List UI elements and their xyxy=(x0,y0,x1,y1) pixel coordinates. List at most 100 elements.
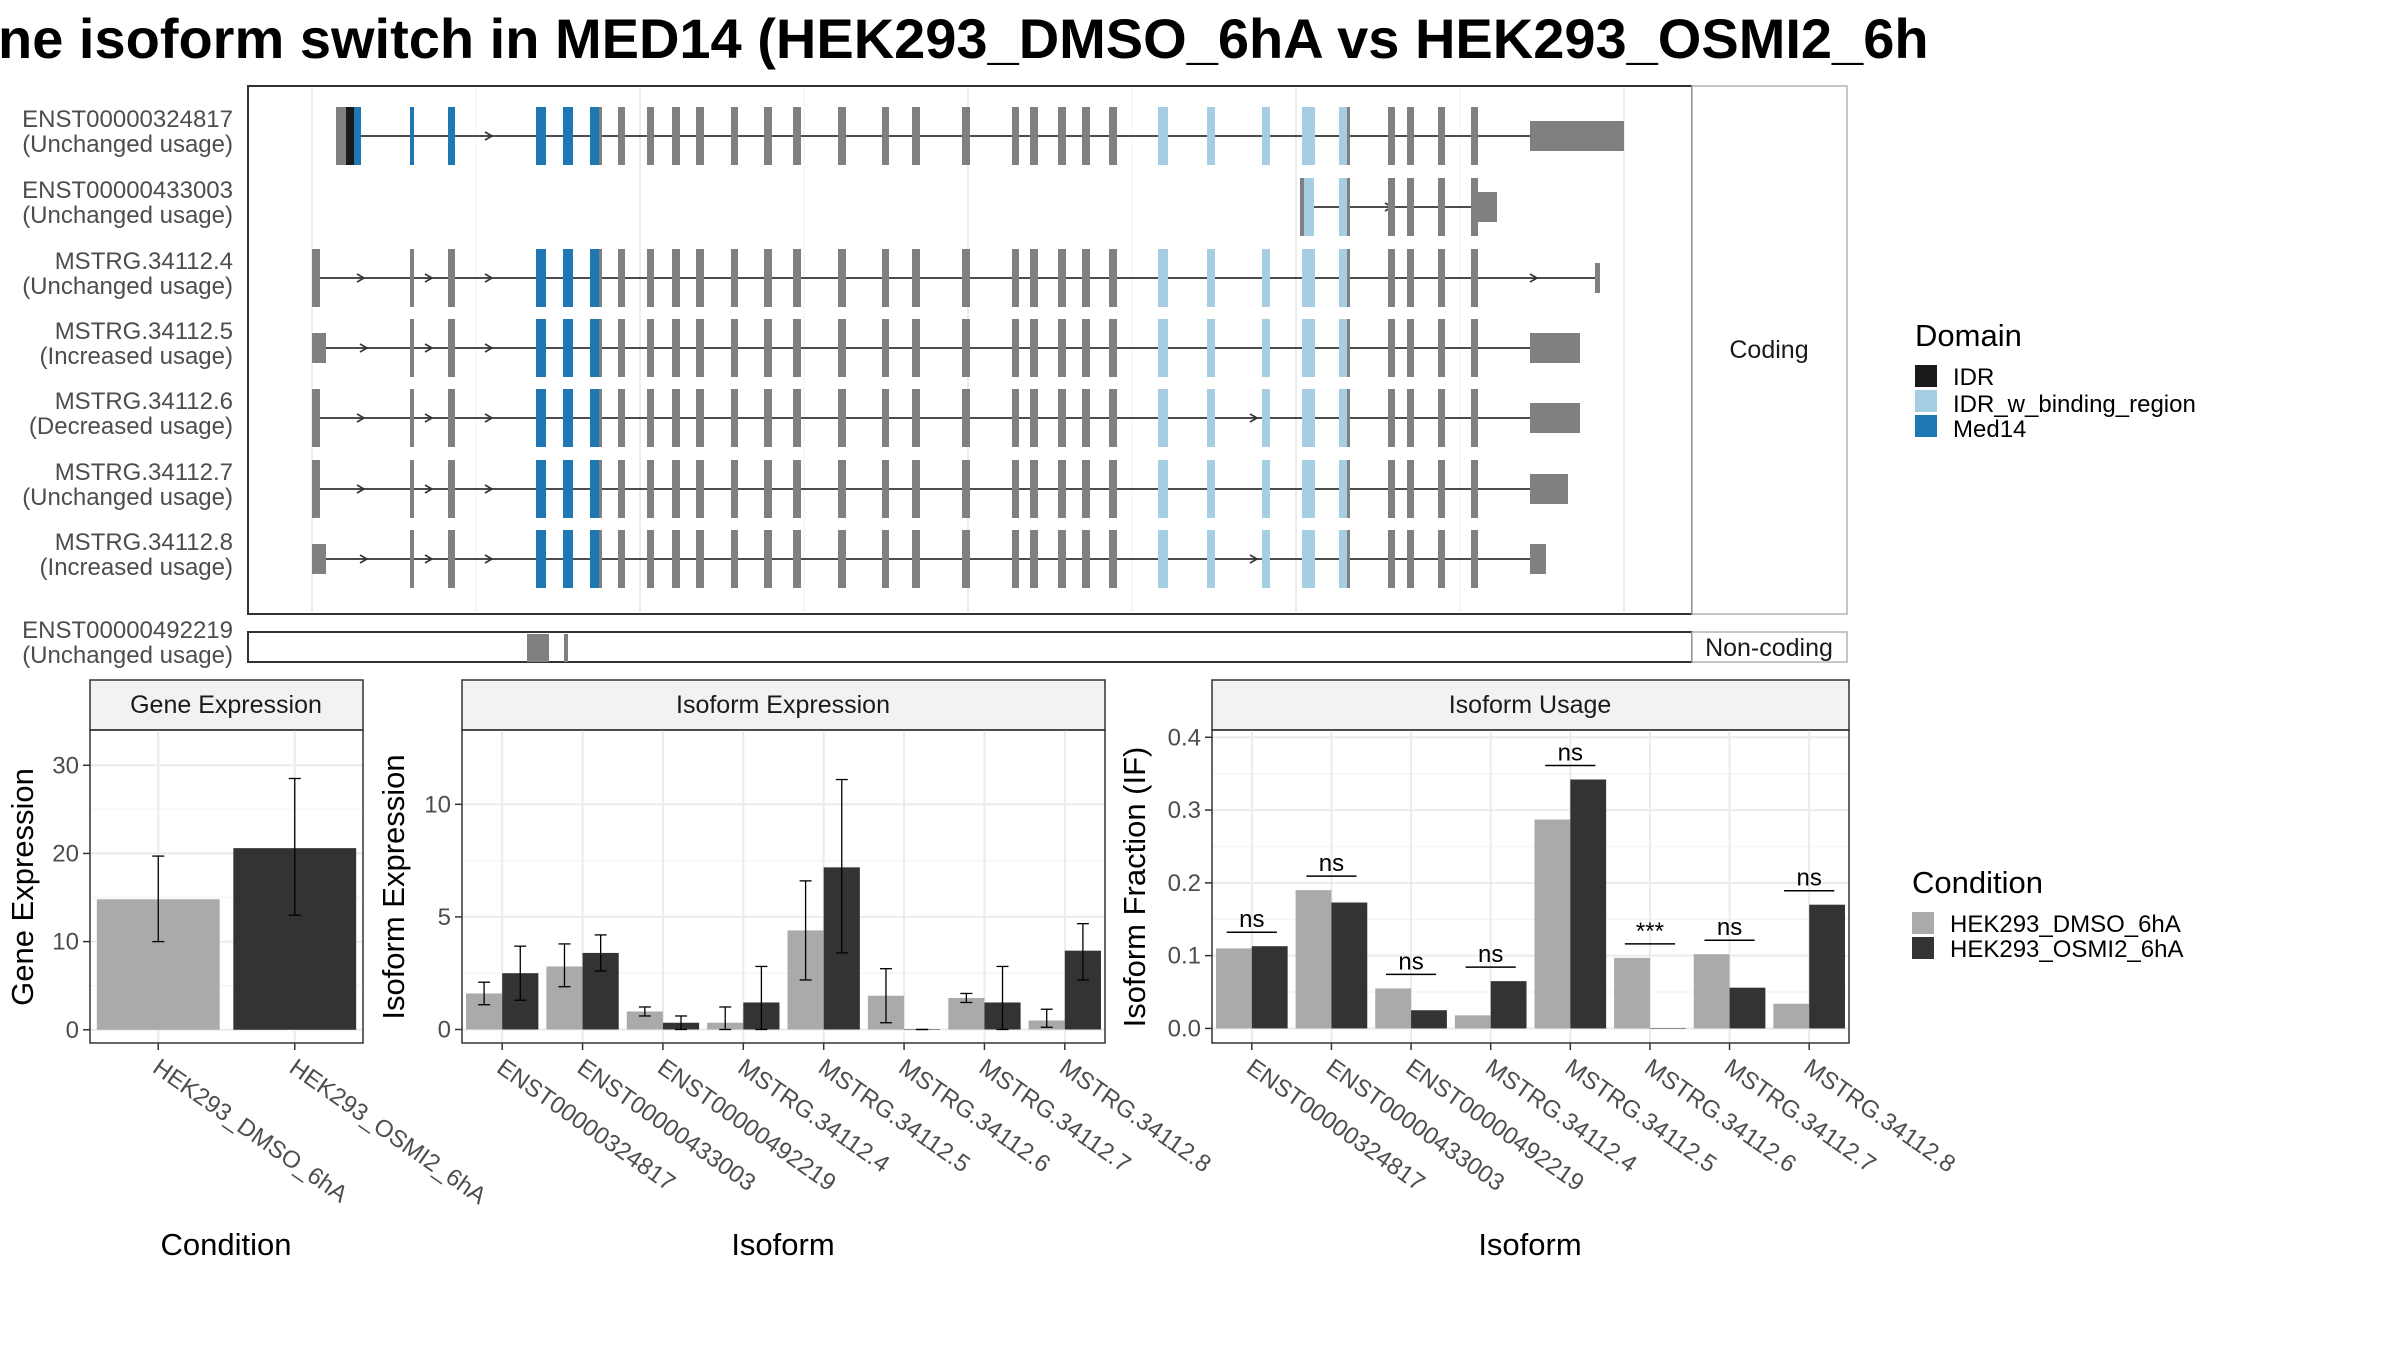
exon-block xyxy=(312,460,320,518)
exon-block xyxy=(1347,460,1350,518)
exon-block xyxy=(1158,107,1168,165)
exon-block xyxy=(912,319,920,377)
isoform-usage-frame xyxy=(1211,729,1850,1044)
exon-block xyxy=(1388,389,1395,447)
exon-block xyxy=(1262,107,1270,165)
bar xyxy=(1649,1028,1686,1029)
exon-block xyxy=(1207,530,1215,588)
transcript-track-MSTRG.34112.7 xyxy=(312,460,1568,518)
isoform-usage-x-label: Isoform xyxy=(1478,1227,1581,1262)
exon-block xyxy=(1530,403,1580,433)
bar xyxy=(1295,890,1332,1029)
transcript-track-ENST00000324817 xyxy=(336,107,1624,165)
exon-block xyxy=(696,319,704,377)
exon-block xyxy=(1109,389,1117,447)
exon-block xyxy=(1339,319,1347,377)
exon-block xyxy=(1471,530,1478,588)
exon-block xyxy=(1339,389,1347,447)
bar xyxy=(1693,954,1730,1029)
exon-block xyxy=(1082,389,1090,447)
exon-block xyxy=(1082,530,1090,588)
exon-block xyxy=(696,530,704,588)
bar xyxy=(1215,948,1252,1029)
exon-block xyxy=(312,544,326,574)
exon-block xyxy=(1207,460,1215,518)
exon-block xyxy=(1302,107,1315,165)
significance-label: ns xyxy=(1717,914,1742,941)
transcript-track-ENST00000433003 xyxy=(1300,178,1497,236)
condition-legend: Condition HEK293_DMSO_6hA HEK293_OSMI2_6… xyxy=(1912,865,2183,963)
significance-label: ns xyxy=(1478,941,1503,968)
coding-strip xyxy=(1691,85,1848,615)
gene-expression-frame xyxy=(89,729,364,1044)
exon-block xyxy=(1109,319,1117,377)
exon-block xyxy=(1438,530,1445,588)
transcript-name-label: ENST00000433003 xyxy=(22,177,233,204)
exon-block xyxy=(647,319,654,377)
exon-block xyxy=(1304,178,1314,236)
isoform-expression-y-label: Isoform Expression xyxy=(376,754,411,1019)
exon-block xyxy=(1207,249,1215,307)
bar xyxy=(626,1011,663,1030)
exon-block xyxy=(764,530,772,588)
exon-block xyxy=(536,389,546,447)
gene-expression-x-label: Condition xyxy=(161,1227,292,1262)
strand-arrow xyxy=(424,554,434,564)
exon-block xyxy=(410,389,414,447)
exon-block xyxy=(1158,249,1168,307)
strand-arrow xyxy=(484,131,494,141)
exon-block xyxy=(882,249,889,307)
exon-block xyxy=(696,389,704,447)
isoform-expression-frame xyxy=(461,729,1106,1044)
exon-block xyxy=(696,460,704,518)
isoform-usage-strip-label: Isoform Usage xyxy=(1449,691,1612,719)
exon-block xyxy=(1407,249,1414,307)
exon-block xyxy=(1302,530,1315,588)
legend-swatch-dmso xyxy=(1912,912,1934,934)
exon-block xyxy=(1407,178,1414,236)
y-tick-label: 0.3 xyxy=(1168,797,1201,824)
exon-block xyxy=(1530,474,1568,504)
exon-block xyxy=(1339,460,1347,518)
exon-block xyxy=(590,319,599,377)
exon-block xyxy=(1471,249,1478,307)
exon-block xyxy=(590,530,599,588)
transcript-status-label: (Increased usage) xyxy=(40,343,233,370)
exon-block xyxy=(618,319,625,377)
legend-label-idr: IDR xyxy=(1953,364,1994,391)
legend-label-idr-binding: IDR_w_binding_region xyxy=(1953,391,2196,418)
exon-block xyxy=(1109,249,1117,307)
exon-block xyxy=(1030,319,1038,377)
strand-arrow xyxy=(424,343,434,353)
exon-block xyxy=(1030,460,1038,518)
gene-expression-strip xyxy=(89,679,364,731)
exon-block xyxy=(1438,249,1445,307)
transcript-status-label: (Unchanged usage) xyxy=(22,131,233,158)
strand-arrow xyxy=(1529,273,1539,283)
transcript-track-MSTRG.34112.5 xyxy=(312,319,1580,377)
exon-block xyxy=(1109,107,1117,165)
exon-block xyxy=(410,460,414,518)
transcript-status-label: (Unchanged usage) xyxy=(22,642,233,669)
significance-label: ns xyxy=(1319,850,1344,877)
exon-block xyxy=(962,389,970,447)
domain-legend-title: Domain xyxy=(1915,318,2022,353)
exon-block xyxy=(838,107,846,165)
exon-block xyxy=(1302,460,1315,518)
figure-title: ne isoform switch in MED14 (HEK293_DMSO_… xyxy=(0,7,1929,70)
isoform-usage-panel: Isoform Usage ns ns ns ns ns *** ns ns 0.0 0.1 0.2… xyxy=(1117,679,1960,1262)
exon-block xyxy=(1012,389,1019,447)
exon-block xyxy=(1438,178,1445,236)
exon-block xyxy=(1438,107,1445,165)
exon-block xyxy=(1207,319,1215,377)
exon-block xyxy=(1109,530,1117,588)
strand-arrow xyxy=(484,343,494,353)
exon-block xyxy=(672,389,680,447)
exon-block xyxy=(410,249,414,307)
transcript-name-label: ENST00000492219 xyxy=(22,617,233,644)
exon-block xyxy=(1207,389,1215,447)
exon-block xyxy=(536,319,546,377)
legend-swatch-med14 xyxy=(1915,415,1937,437)
exon-block xyxy=(731,107,738,165)
exon-block xyxy=(448,389,455,447)
